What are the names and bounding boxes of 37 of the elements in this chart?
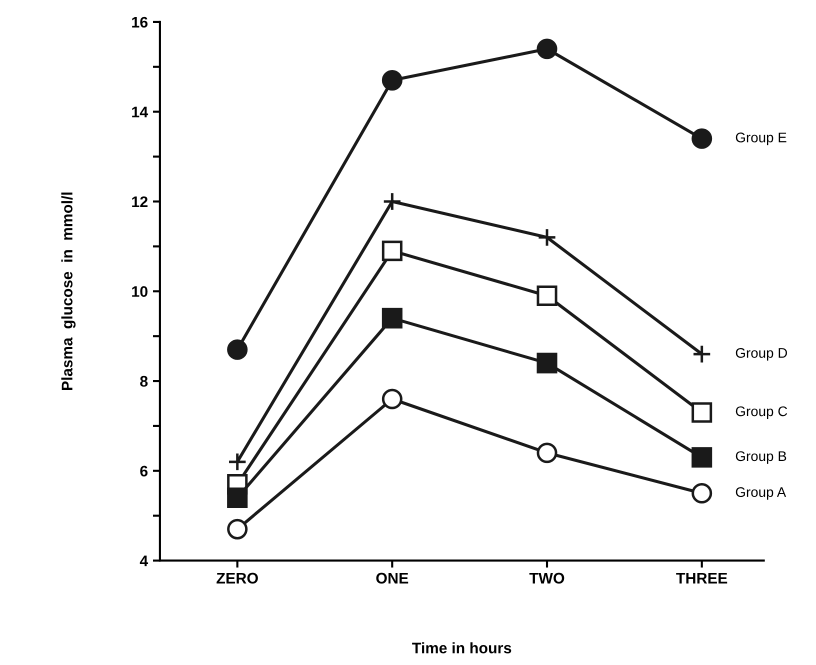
series-label: Group E xyxy=(736,132,786,146)
series-label: Group B xyxy=(736,451,786,464)
y-axis-title: Plasma glucose in mmol/l xyxy=(61,192,76,390)
point xyxy=(536,442,558,464)
point xyxy=(692,482,712,504)
point xyxy=(382,240,402,262)
x-tick-label: ZERO xyxy=(216,572,258,584)
point xyxy=(382,308,402,328)
y-tick-label: 12 xyxy=(132,196,148,208)
point xyxy=(228,452,247,472)
y-tick-label: 6 xyxy=(140,466,148,477)
point xyxy=(536,38,558,60)
x-tick-label: TWO xyxy=(529,572,564,584)
series-label: Group A xyxy=(736,487,786,500)
x-tick-label: ONE xyxy=(376,572,408,584)
x-axis-title: Time in hours xyxy=(412,642,512,654)
point xyxy=(536,352,558,374)
x-tick-label: THREE xyxy=(676,572,728,584)
y-tick-label: 8 xyxy=(140,376,148,387)
point xyxy=(692,344,712,364)
y-tick-label: 16 xyxy=(132,16,148,28)
point xyxy=(382,388,402,410)
series-label: Group D xyxy=(736,348,788,361)
point xyxy=(692,128,712,149)
point xyxy=(537,228,557,247)
y-tick-label: 10 xyxy=(132,286,148,297)
point xyxy=(692,402,712,423)
y-tick-label: 4 xyxy=(140,556,148,566)
point xyxy=(692,447,712,468)
point xyxy=(536,285,558,306)
series-label: Group C xyxy=(736,406,788,419)
point xyxy=(227,518,248,540)
y-tick-label: 14 xyxy=(132,106,148,118)
point xyxy=(227,339,248,360)
point xyxy=(227,487,248,508)
point xyxy=(382,192,402,212)
point xyxy=(382,70,402,91)
